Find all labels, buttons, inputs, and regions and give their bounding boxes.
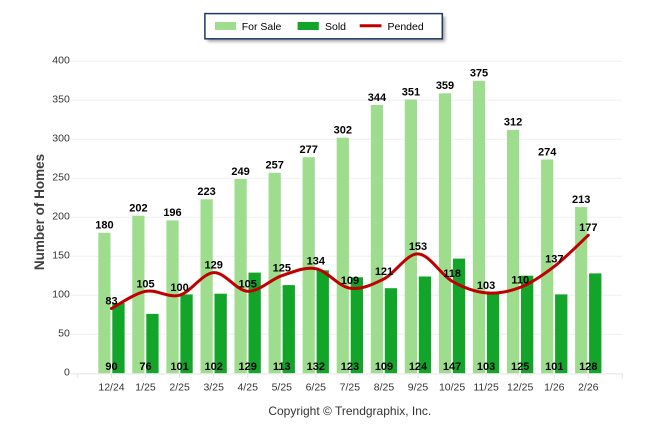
svg-text:5/25: 5/25 — [272, 381, 293, 393]
svg-text:101: 101 — [545, 361, 563, 373]
svg-text:Copyright © Trendgraphix, Inc.: Copyright © Trendgraphix, Inc. — [268, 404, 431, 418]
svg-text:129: 129 — [239, 361, 257, 373]
svg-text:9/25: 9/25 — [408, 381, 429, 393]
svg-text:105: 105 — [239, 278, 257, 290]
svg-text:102: 102 — [205, 361, 223, 373]
svg-text:274: 274 — [538, 146, 557, 158]
svg-text:7/25: 7/25 — [340, 381, 361, 393]
svg-text:128: 128 — [579, 361, 597, 373]
svg-text:Number of Homes: Number of Homes — [32, 154, 47, 270]
svg-text:11/25: 11/25 — [473, 381, 499, 393]
svg-text:109: 109 — [375, 361, 393, 373]
svg-text:90: 90 — [105, 361, 117, 373]
svg-text:110: 110 — [511, 274, 529, 286]
svg-text:150: 150 — [52, 250, 70, 262]
svg-text:177: 177 — [579, 222, 597, 234]
svg-text:200: 200 — [52, 211, 70, 223]
svg-text:132: 132 — [307, 361, 325, 373]
svg-text:202: 202 — [129, 203, 147, 215]
svg-text:10/25: 10/25 — [439, 381, 465, 393]
svg-text:302: 302 — [334, 125, 352, 137]
svg-text:400: 400 — [52, 55, 70, 67]
svg-text:76: 76 — [139, 361, 151, 373]
svg-text:8/25: 8/25 — [374, 381, 395, 393]
svg-text:0: 0 — [64, 367, 70, 379]
svg-text:223: 223 — [197, 186, 215, 198]
svg-text:134: 134 — [307, 256, 326, 268]
svg-text:257: 257 — [266, 160, 284, 172]
svg-text:125: 125 — [273, 263, 291, 275]
svg-text:277: 277 — [300, 144, 318, 156]
svg-text:180: 180 — [95, 220, 113, 232]
svg-text:103: 103 — [477, 361, 495, 373]
svg-text:249: 249 — [231, 166, 249, 178]
svg-text:137: 137 — [545, 253, 563, 265]
svg-text:118: 118 — [443, 268, 461, 280]
svg-text:350: 350 — [52, 94, 70, 106]
svg-text:100: 100 — [170, 282, 188, 294]
svg-text:125: 125 — [511, 361, 529, 373]
svg-text:312: 312 — [504, 117, 522, 129]
svg-text:123: 123 — [341, 361, 359, 373]
svg-text:3/25: 3/25 — [203, 381, 224, 393]
svg-text:124: 124 — [409, 361, 428, 373]
svg-text:50: 50 — [58, 328, 70, 340]
svg-text:129: 129 — [205, 260, 223, 272]
svg-text:109: 109 — [341, 275, 359, 287]
svg-text:359: 359 — [436, 80, 454, 92]
svg-text:1/26: 1/26 — [544, 381, 565, 393]
svg-text:105: 105 — [136, 278, 154, 290]
svg-text:250: 250 — [52, 172, 70, 184]
svg-text:344: 344 — [368, 92, 387, 104]
svg-text:121: 121 — [375, 266, 393, 278]
svg-text:Pended: Pended — [388, 21, 424, 33]
svg-text:2/25: 2/25 — [169, 381, 190, 393]
svg-text:100: 100 — [52, 289, 70, 301]
svg-text:213: 213 — [572, 194, 590, 206]
svg-text:1/25: 1/25 — [135, 381, 156, 393]
svg-text:103: 103 — [477, 280, 495, 292]
svg-text:4/25: 4/25 — [237, 381, 258, 393]
svg-text:For Sale: For Sale — [242, 21, 282, 33]
svg-text:153: 153 — [409, 241, 427, 253]
svg-text:6/25: 6/25 — [306, 381, 327, 393]
svg-text:300: 300 — [52, 133, 70, 145]
svg-text:12/25: 12/25 — [507, 381, 533, 393]
svg-text:12/24: 12/24 — [98, 381, 124, 393]
svg-text:83: 83 — [105, 296, 117, 308]
svg-text:375: 375 — [470, 68, 488, 80]
svg-text:2/26: 2/26 — [578, 381, 599, 393]
svg-text:113: 113 — [273, 361, 291, 373]
svg-text:196: 196 — [163, 207, 181, 219]
svg-text:101: 101 — [170, 361, 188, 373]
svg-text:Sold: Sold — [325, 21, 346, 33]
svg-text:147: 147 — [443, 361, 461, 373]
svg-text:351: 351 — [402, 86, 420, 98]
